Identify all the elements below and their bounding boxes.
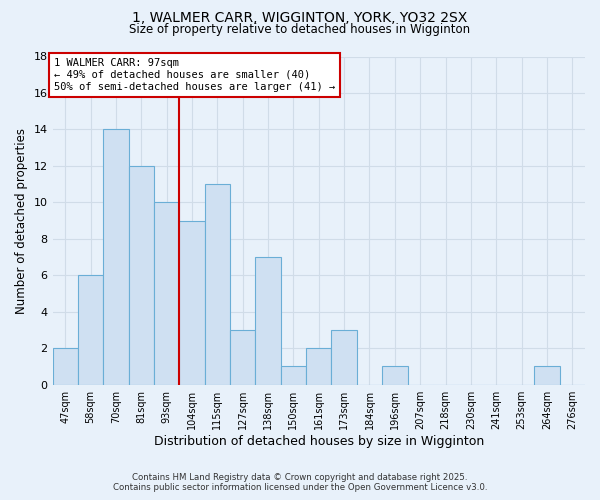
- Bar: [331, 330, 357, 384]
- Bar: [205, 184, 230, 384]
- Text: Contains HM Land Registry data © Crown copyright and database right 2025.
Contai: Contains HM Land Registry data © Crown c…: [113, 473, 487, 492]
- Bar: [230, 330, 256, 384]
- Bar: [128, 166, 154, 384]
- Bar: [382, 366, 407, 384]
- Bar: [256, 257, 281, 384]
- Bar: [534, 366, 560, 384]
- Bar: [78, 276, 103, 384]
- Bar: [103, 130, 128, 384]
- Y-axis label: Number of detached properties: Number of detached properties: [15, 128, 28, 314]
- Bar: [281, 366, 306, 384]
- Text: 1 WALMER CARR: 97sqm
← 49% of detached houses are smaller (40)
50% of semi-detac: 1 WALMER CARR: 97sqm ← 49% of detached h…: [54, 58, 335, 92]
- X-axis label: Distribution of detached houses by size in Wigginton: Distribution of detached houses by size …: [154, 434, 484, 448]
- Bar: [306, 348, 331, 385]
- Text: 1, WALMER CARR, WIGGINTON, YORK, YO32 2SX: 1, WALMER CARR, WIGGINTON, YORK, YO32 2S…: [133, 11, 467, 25]
- Bar: [53, 348, 78, 385]
- Bar: [154, 202, 179, 384]
- Bar: [179, 220, 205, 384]
- Text: Size of property relative to detached houses in Wigginton: Size of property relative to detached ho…: [130, 22, 470, 36]
